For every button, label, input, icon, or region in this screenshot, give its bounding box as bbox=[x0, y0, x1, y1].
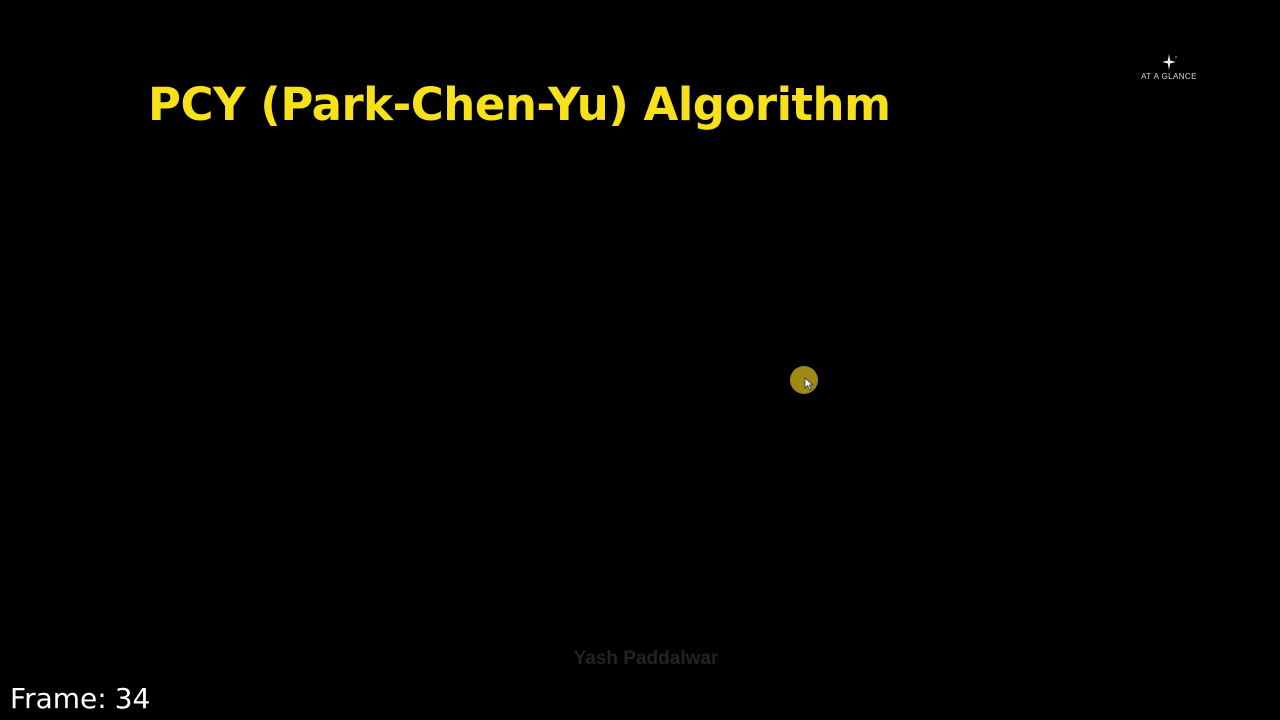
brand-logo: AT A GLANCE bbox=[1128, 54, 1210, 81]
mouse-cursor bbox=[790, 366, 818, 394]
sparkle-icon bbox=[1162, 54, 1177, 70]
brand-text: AT A GLANCE bbox=[1141, 72, 1197, 81]
author-watermark: Yash Paddalwar bbox=[573, 648, 719, 669]
cursor-arrow-icon bbox=[804, 377, 814, 391]
slide-title: PCY (Park-Chen-Yu) Algorithm bbox=[148, 78, 891, 131]
cursor-highlight bbox=[790, 366, 818, 394]
frame-counter: Frame: 34 bbox=[10, 682, 150, 715]
frame-number: 34 bbox=[114, 682, 151, 715]
frame-label: Frame: bbox=[10, 682, 107, 715]
